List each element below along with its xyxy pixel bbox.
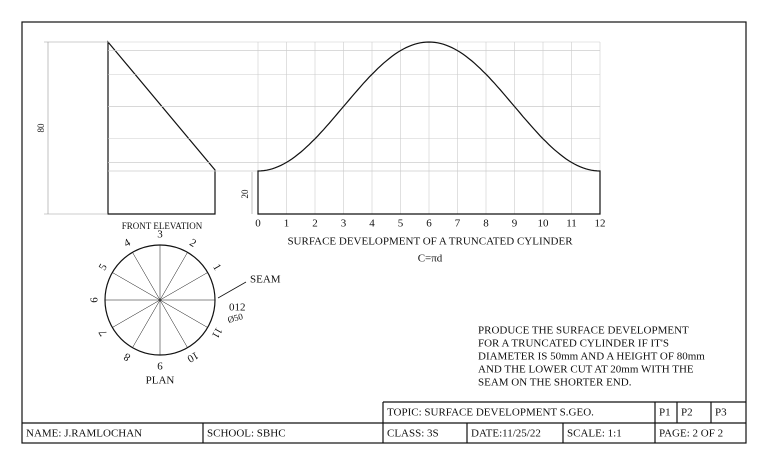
plan-point-label: 10 xyxy=(185,349,201,365)
development-outline xyxy=(257,41,601,215)
generator-label: 0 xyxy=(255,218,261,230)
plan-point-label: 2 xyxy=(187,237,198,250)
dim-text: 80 xyxy=(36,123,46,133)
instruction-line: PRODUCE THE SURFACE DEVELOPMENT xyxy=(478,325,689,337)
view-label: PLAN xyxy=(146,375,175,387)
dim-text: 20 xyxy=(240,189,250,199)
plan-point-label: 5 xyxy=(97,261,110,272)
plan-point-label: 8 xyxy=(121,350,132,363)
generator-label: 10 xyxy=(538,218,550,230)
plan-radius xyxy=(132,252,161,301)
instruction-line: AND THE LOWER CUT AT 20mm WITH THE xyxy=(478,364,694,376)
generator-label: 11 xyxy=(566,218,577,230)
instruction-line: DIAMETER IS 50mm AND A HEIGHT OF 80mm xyxy=(478,351,705,363)
generator-label: 9 xyxy=(512,218,518,230)
generator-label: 1 xyxy=(284,218,290,230)
dimension-80 xyxy=(44,41,108,215)
cell: P2 xyxy=(681,407,693,419)
generator-label: 5 xyxy=(398,218,404,230)
cell: SCHOOL: SBHC xyxy=(207,428,286,440)
plan-radius xyxy=(159,299,188,348)
plan-point-label: 11 xyxy=(209,325,225,340)
generator-label: 4 xyxy=(369,218,375,230)
plan-radius xyxy=(112,299,161,328)
cell: TOPIC: SURFACE DEVELOPMENT S.GEO. xyxy=(387,407,594,419)
plan-radius xyxy=(159,299,208,328)
cell: CLASS: 3S xyxy=(387,428,439,440)
cell: P1 xyxy=(659,407,671,419)
generator-label: 6 xyxy=(426,218,432,230)
plan-point-label: 4 xyxy=(122,236,133,249)
plan-point-label: 7 xyxy=(96,327,109,338)
plan-radius xyxy=(159,272,208,301)
plan-point-label: 012 xyxy=(229,302,246,314)
plan-point-label: 1 xyxy=(210,262,223,273)
generator-label: 3 xyxy=(341,218,347,230)
development-title: SURFACE DEVELOPMENT OF A TRUNCATED CYLIN… xyxy=(287,236,573,248)
formula: C=πd xyxy=(418,253,443,265)
seam-label: SEAM xyxy=(250,274,281,286)
plan-radius xyxy=(132,299,161,348)
cell: PAGE: 2 OF 2 xyxy=(659,428,723,440)
generator-label: 8 xyxy=(483,218,489,230)
plan-point-label: 3 xyxy=(157,229,163,241)
generator-label: 2 xyxy=(312,218,318,230)
plan-radius xyxy=(112,272,161,301)
cell: P3 xyxy=(715,407,727,419)
cell: DATE:11/25/22 xyxy=(471,428,541,440)
front-elevation xyxy=(107,40,216,215)
generator-label: 12 xyxy=(595,218,606,230)
cell: NAME: J.RAMLOCHAN xyxy=(26,428,142,440)
instruction-line: SEAM ON THE SHORTER END. xyxy=(478,377,632,389)
diameter: Ø50 xyxy=(226,311,244,325)
instruction-line: FOR A TRUNCATED CYLINDER IF IT'S xyxy=(478,338,669,350)
title-block xyxy=(22,401,746,443)
cell: SCALE: 1:1 xyxy=(567,428,622,440)
border xyxy=(21,21,747,444)
plan-radius xyxy=(159,252,188,301)
plan-point-label: 6 xyxy=(89,297,101,303)
leader xyxy=(217,281,247,299)
generator-label: 7 xyxy=(455,218,461,230)
plan-point-label: 9 xyxy=(157,359,163,371)
view-label: FRONT ELEVATION xyxy=(122,221,203,231)
